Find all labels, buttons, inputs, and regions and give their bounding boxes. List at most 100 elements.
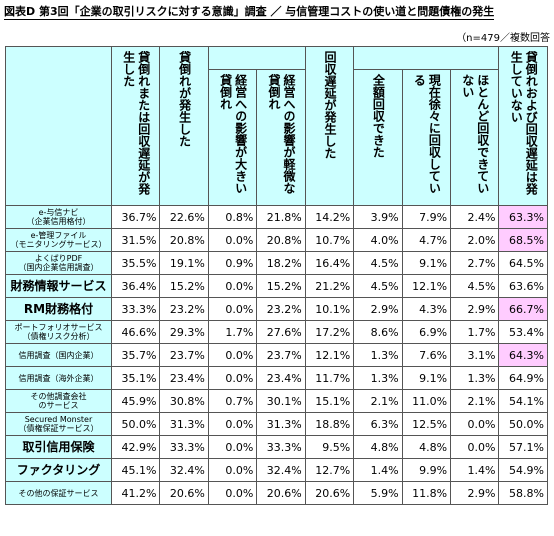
cell: 11.8%: [401, 481, 452, 505]
cell: 20.6%: [304, 481, 355, 505]
row-label-sub: （国内企業信用調査）: [18, 263, 99, 272]
row-label: 信用調査（国内企業）: [5, 343, 112, 367]
cell: 3.1%: [450, 343, 500, 367]
cell: 54.9%: [498, 458, 548, 482]
cell: 0.0%: [207, 435, 258, 459]
cell: 42.9%: [110, 435, 161, 459]
cell: 7.9%: [401, 205, 452, 229]
cell: 4.3%: [401, 297, 452, 321]
column-header-text: ほとんど回収できていない: [460, 74, 490, 194]
cell: 23.2%: [256, 297, 306, 321]
row-label-text: その他調査会社: [30, 392, 87, 401]
row-label: RM財務格付: [5, 297, 112, 321]
cell: 54.1%: [498, 389, 548, 413]
cell: 36.4%: [110, 274, 161, 298]
cell: 41.2%: [110, 481, 161, 505]
cell: 8.6%: [353, 320, 403, 344]
cell: 64.5%: [498, 251, 548, 275]
cell: 4.7%: [401, 228, 452, 252]
column-header: ほとんど回収できていない: [450, 69, 500, 206]
cell: 30.1%: [256, 389, 306, 413]
data-row: 取引信用保険 42.9% 33.3% 0.0% 33.3% 9.5% 4.8% 4.8% 0.0…: [5, 435, 548, 459]
data-row: e-与信ナビ （企業信用格付） 36.7% 22.6% 0.8% 21.8% 14.2% 3.…: [5, 205, 548, 229]
cell: 5.9%: [353, 481, 403, 505]
cell: 64.9%: [498, 366, 548, 390]
note: （n=479／複数回答: [456, 33, 550, 44]
cell: 4.8%: [353, 435, 403, 459]
row-label-text: 取引信用保険: [22, 439, 95, 454]
cell: 29.3%: [159, 320, 209, 344]
row-label-text: e-与信ナビ: [38, 208, 79, 217]
cell: 12.5%: [401, 412, 452, 436]
cell: 0.0%: [207, 274, 258, 298]
column-header-text: 貸倒れおよび回収遅延は発生していない: [509, 51, 539, 195]
row-label: Secured Monster （債権保証サービス）: [5, 412, 112, 436]
table: 貸倒れまたは回収遅延が発生した 貸倒れが発生した 回収遅延が発生した 貸倒れおよび回収…: [5, 46, 548, 505]
data-row: その他調査会社 のサービス 45.9% 30.8% 0.7% 30.1% 15.1% 2.1%…: [5, 389, 548, 413]
row-label: 信用調査（海外企業）: [5, 366, 112, 390]
row-label-sub: のサービス: [38, 401, 79, 410]
cell: 9.5%: [304, 435, 355, 459]
row-label-text: ポートフォリオサービス: [14, 323, 103, 332]
cell: 32.4%: [159, 458, 209, 482]
group-spacer: [207, 46, 306, 70]
cell: 16.4%: [304, 251, 355, 275]
cell: 0.0%: [207, 343, 258, 367]
row-label-text: 信用調査（国内企業）: [18, 350, 99, 360]
column-header: 貸倒れが発生した: [159, 46, 209, 206]
cell: 12.1%: [304, 343, 355, 367]
cell: 22.6%: [159, 205, 209, 229]
data-row: 信用調査（海外企業） 35.1% 23.4% 0.0% 23.4% 11.7% 1.3% 9.…: [5, 366, 548, 390]
data-row: 財務情報サービス 36.4% 15.2% 0.0% 15.2% 21.2% 4.5% 12.1…: [5, 274, 548, 298]
cell: 1.4%: [353, 458, 403, 482]
cell: 0.0%: [450, 412, 500, 436]
cell: 0.0%: [207, 297, 258, 321]
cell: 2.9%: [353, 297, 403, 321]
data-row: ファクタリング 45.1% 32.4% 0.0% 32.4% 12.7% 1.4% 9.9% 1…: [5, 458, 548, 482]
cell: 0.9%: [207, 251, 258, 275]
column-header-text: 全額回収できた: [371, 74, 386, 158]
cell: 63.3%: [498, 205, 548, 229]
cell: 68.5%: [498, 228, 548, 252]
cell: 2.1%: [450, 389, 500, 413]
cell: 50.0%: [498, 412, 548, 436]
cell: 32.4%: [256, 458, 306, 482]
cell: 10.7%: [304, 228, 355, 252]
cell: 64.3%: [498, 343, 548, 367]
cell: 0.0%: [207, 412, 258, 436]
cell: 4.5%: [353, 274, 403, 298]
cell: 14.2%: [304, 205, 355, 229]
cell: 1.7%: [450, 320, 500, 344]
column-header: 貸倒れまたは回収遅延が発生した: [110, 46, 161, 206]
column-header: 現在徐々に回収している: [401, 69, 452, 206]
cell: 23.7%: [256, 343, 306, 367]
row-label-sub: （債権保証サービス）: [18, 424, 99, 433]
cell: 12.1%: [401, 274, 452, 298]
cell: 35.7%: [110, 343, 161, 367]
column-header-text: 経営への影響が軽微な貸倒れ: [267, 74, 296, 194]
cell: 21.2%: [304, 274, 355, 298]
row-label-text: 財務情報サービス: [10, 278, 107, 293]
column-header: 経営への影響が軽微な貸倒れ: [256, 69, 306, 206]
cell: 21.8%: [256, 205, 306, 229]
row-label: e-管理ファイル （モニタリングサービス）: [5, 228, 112, 252]
cell: 3.9%: [353, 205, 403, 229]
cell: 15.2%: [256, 274, 306, 298]
column-header-text: 貸倒れが発生した: [177, 51, 192, 147]
cell: 23.4%: [256, 366, 306, 390]
cell: 0.0%: [207, 228, 258, 252]
row-label: よくばりPDF （国内企業信用調査）: [5, 251, 112, 275]
data-row: ポートフォリオサービス （債権リスク分析） 46.6% 29.3% 1.7% 27.6% 1…: [5, 320, 548, 344]
cell: 10.1%: [304, 297, 355, 321]
row-label-text: e-管理ファイル: [30, 231, 87, 240]
cell: 57.1%: [498, 435, 548, 459]
cell: 35.5%: [110, 251, 161, 275]
cell: 45.9%: [110, 389, 161, 413]
cell: 1.3%: [450, 366, 500, 390]
row-label: その他調査会社 のサービス: [5, 389, 112, 413]
data-row: よくばりPDF （国内企業信用調査） 35.5% 19.1% 0.9% 18.2% 16.4…: [5, 251, 548, 275]
column-header: 貸倒れおよび回収遅延は発生していない: [498, 46, 548, 206]
cell: 23.2%: [159, 297, 209, 321]
cell: 2.4%: [450, 205, 500, 229]
